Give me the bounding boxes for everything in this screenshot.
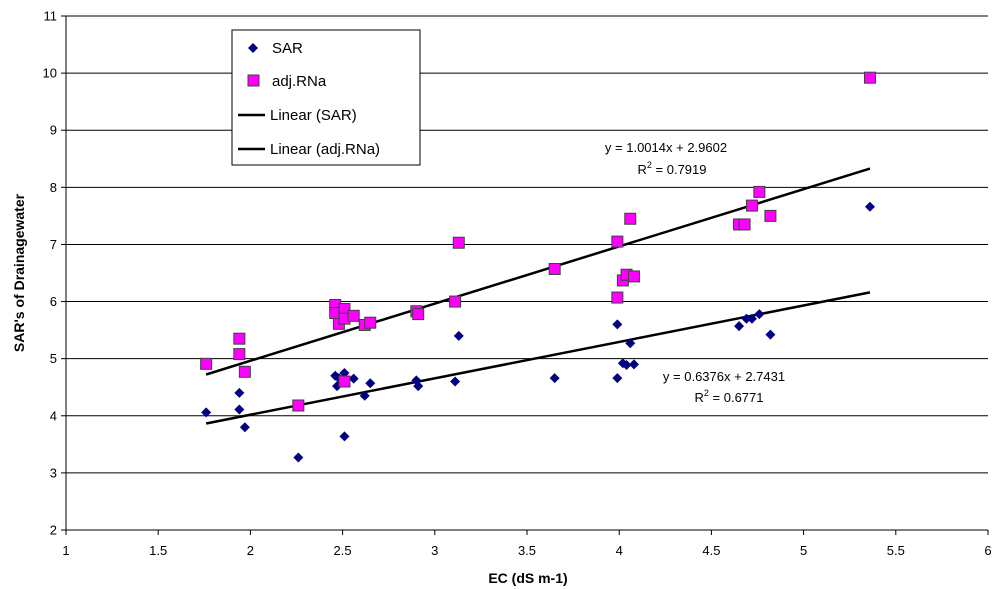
y-tick-label: 7 xyxy=(50,237,57,252)
sar-point xyxy=(339,431,350,442)
legend-label: adj.RNa xyxy=(272,73,327,90)
x-tick-label: 6 xyxy=(984,543,991,558)
sar-point xyxy=(365,378,376,389)
y-axis-ticks: 2 3 4 5 6 7 8 9 10 11 xyxy=(43,9,66,538)
y-tick-label: 9 xyxy=(50,123,57,138)
adjrna-point xyxy=(338,375,351,388)
x-tick-label: 2.5 xyxy=(334,543,352,558)
sar-point xyxy=(413,381,424,392)
adjrna-point xyxy=(238,365,251,378)
sar-point xyxy=(549,373,560,384)
sar-point xyxy=(339,367,350,378)
y-tick-label: 11 xyxy=(44,9,58,24)
legend-label: Linear (SAR) xyxy=(270,107,357,124)
adjrna-point xyxy=(292,399,305,412)
trendline-annotation-adjrna: y = 1.0014x + 2.9602 R2 = 0.7919 xyxy=(605,140,727,177)
sar-point xyxy=(239,422,250,433)
legend-box xyxy=(231,29,421,166)
legend-item-sar: SAR xyxy=(248,40,303,57)
y-tick-label: 3 xyxy=(50,465,57,480)
adjrna-point xyxy=(745,199,758,212)
legend-label: SAR xyxy=(272,40,303,57)
adjrna-point xyxy=(233,332,246,345)
trendline-annotation-sar: y = 0.6376x + 2.7431 R2 = 0.6771 xyxy=(663,369,785,405)
square-marker-icon xyxy=(247,74,260,87)
x-tick-label: 1.5 xyxy=(149,543,167,558)
adjrna-point xyxy=(452,236,465,249)
sar-point xyxy=(746,313,757,324)
sar-point xyxy=(628,359,639,370)
r-squared-label: R2 = 0.6771 xyxy=(695,388,764,405)
y-tick-label: 10 xyxy=(43,66,57,81)
x-tick-label: 1 xyxy=(62,543,69,558)
y-tick-label: 5 xyxy=(50,351,57,366)
legend-item-linear-adjrna: Linear (adj.RNa) xyxy=(238,141,380,158)
x-tick-label: 5 xyxy=(800,543,807,558)
sar-point xyxy=(765,329,776,340)
sar-point xyxy=(201,407,212,418)
y-tick-label: 2 xyxy=(50,523,57,538)
adjrna-point xyxy=(200,357,213,370)
adjrna-point xyxy=(624,212,637,225)
sar-point xyxy=(754,309,765,320)
adjrna-point xyxy=(347,309,360,322)
adjrna-point xyxy=(863,71,876,84)
data-points xyxy=(200,71,876,463)
adjrna-point xyxy=(627,270,640,283)
sar-point xyxy=(625,338,636,349)
legend-item-adjrna: adj.RNa xyxy=(247,73,327,90)
adjrna-point xyxy=(233,348,246,361)
sar-point xyxy=(612,319,623,330)
y-axis-title: SAR's of Drainagewater xyxy=(11,193,27,352)
y-tick-label: 4 xyxy=(50,408,57,423)
adjrna-point xyxy=(764,209,777,222)
x-tick-label: 3.5 xyxy=(518,543,536,558)
sar-point xyxy=(612,373,623,384)
legend-item-linear-sar: Linear (SAR) xyxy=(238,107,357,124)
trendline-sar xyxy=(205,291,871,425)
sar-point xyxy=(359,390,370,401)
sar-point xyxy=(453,330,464,341)
x-tick-label: 4.5 xyxy=(702,543,720,558)
trendlines xyxy=(205,167,871,425)
sar-point xyxy=(234,387,245,398)
x-tick-label: 4 xyxy=(616,543,623,558)
adjrna-point xyxy=(753,185,766,198)
sar-point xyxy=(293,452,304,463)
trendline-adjrna xyxy=(205,167,871,376)
legend: SAR adj.RNa Linear (SAR) Linear (adj.RNa… xyxy=(231,29,421,166)
r-squared-label: R2 = 0.7919 xyxy=(638,160,707,177)
y-tick-label: 6 xyxy=(50,294,57,309)
sar-point xyxy=(450,376,461,387)
gridlines xyxy=(66,15,988,474)
diamond-marker-icon xyxy=(248,43,258,53)
adjrna-point xyxy=(364,316,377,329)
equation-label: y = 1.0014x + 2.9602 xyxy=(605,140,727,155)
equation-label: y = 0.6376x + 2.7431 xyxy=(663,369,785,384)
sar-point xyxy=(741,313,752,324)
x-axis-ticks: 1 1.5 2 2.5 3 3.5 4 4.5 5 5.5 6 xyxy=(62,530,992,558)
adjrna-point xyxy=(611,235,624,248)
x-tick-label: 3 xyxy=(431,543,438,558)
adjrna-point xyxy=(412,308,425,321)
y-tick-label: 8 xyxy=(50,180,57,195)
sar-point xyxy=(234,404,245,415)
x-axis-title: EC (dS m-1) xyxy=(488,570,567,586)
sar-point xyxy=(621,359,632,370)
adjrna-point xyxy=(548,263,561,276)
legend-label: Linear (adj.RNa) xyxy=(270,141,380,158)
adjrna-point xyxy=(611,291,624,304)
sar-point xyxy=(348,373,359,384)
x-tick-label: 5.5 xyxy=(887,543,905,558)
adjrna-point xyxy=(738,218,751,231)
x-tick-label: 2 xyxy=(247,543,254,558)
axes xyxy=(65,16,988,531)
sar-point xyxy=(734,321,745,332)
adjrna-point xyxy=(449,295,462,308)
sar-point xyxy=(864,201,875,212)
